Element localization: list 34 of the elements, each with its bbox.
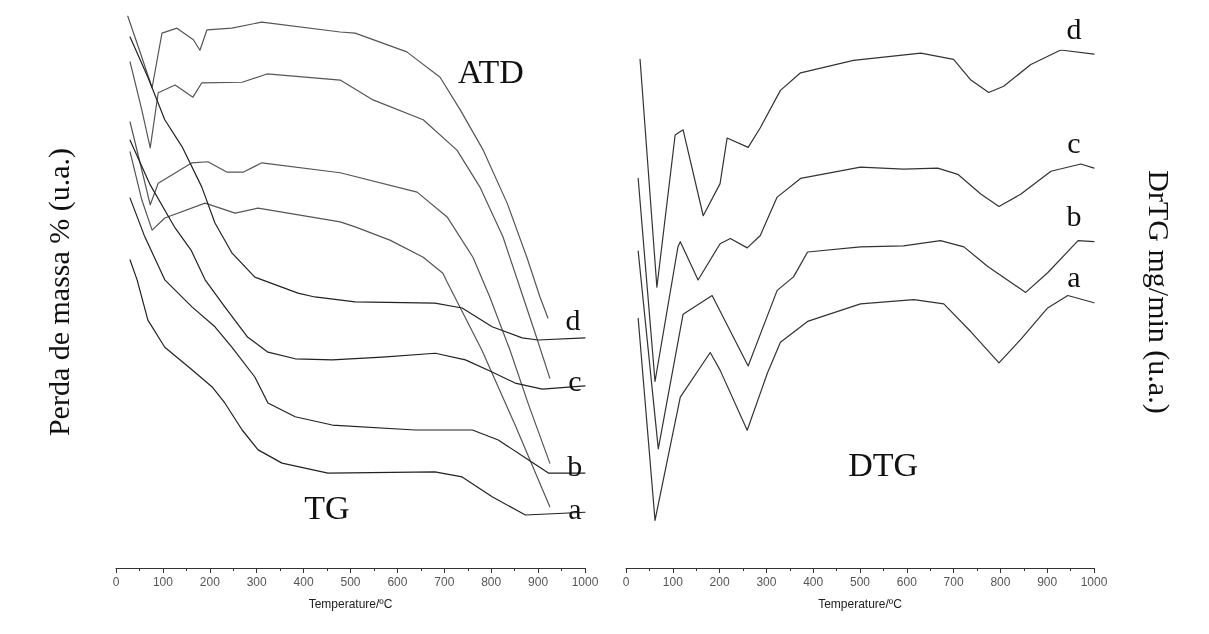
x-tick-label: 500 [340, 575, 361, 589]
x-tick-label: 200 [709, 575, 730, 589]
y-axis-title: Perda de massa % (u.a.) [41, 147, 76, 437]
x-tick-label: 1000 [571, 575, 599, 589]
x-tick-label: 600 [896, 575, 917, 589]
x-tick-label: 100 [152, 575, 174, 589]
series-label: b [1066, 199, 1081, 233]
x-tick-label: 900 [528, 575, 549, 589]
x-tick-label: 0 [622, 575, 630, 589]
x-tick-label: 700 [434, 575, 455, 589]
annotation: TG [304, 488, 350, 526]
annotation: DTG [847, 445, 918, 483]
x-tick-label: 400 [293, 575, 314, 589]
x-tick-label: 400 [802, 575, 824, 589]
x-tick-label: 900 [1036, 575, 1058, 589]
annotation: ATD [457, 52, 524, 90]
series-label: c [1066, 125, 1081, 159]
series-label: d [1066, 11, 1081, 45]
x-tick-label: 0 [112, 575, 120, 589]
series-label: a [1066, 260, 1081, 294]
x-tick-label: 800 [989, 575, 1011, 589]
x-tick-label: 200 [199, 575, 221, 589]
x-axis-title: Temperature/ºC [817, 597, 902, 611]
y-axis-title: DrTG mg/min (u.a.) [1141, 170, 1176, 414]
x-tick-label: 300 [246, 575, 268, 589]
x-tick-label: 300 [755, 575, 777, 589]
x-tick-label: 1000 [1080, 575, 1108, 589]
x-tick-label: 700 [943, 575, 964, 589]
x-tick-label: 800 [481, 575, 502, 589]
series-label: d [565, 303, 581, 337]
x-tick-label: 100 [662, 575, 683, 589]
x-axis-title: Temperature/ºC [308, 597, 393, 611]
x-tick-label: 500 [849, 575, 870, 589]
x-tick-label: 600 [387, 575, 408, 589]
